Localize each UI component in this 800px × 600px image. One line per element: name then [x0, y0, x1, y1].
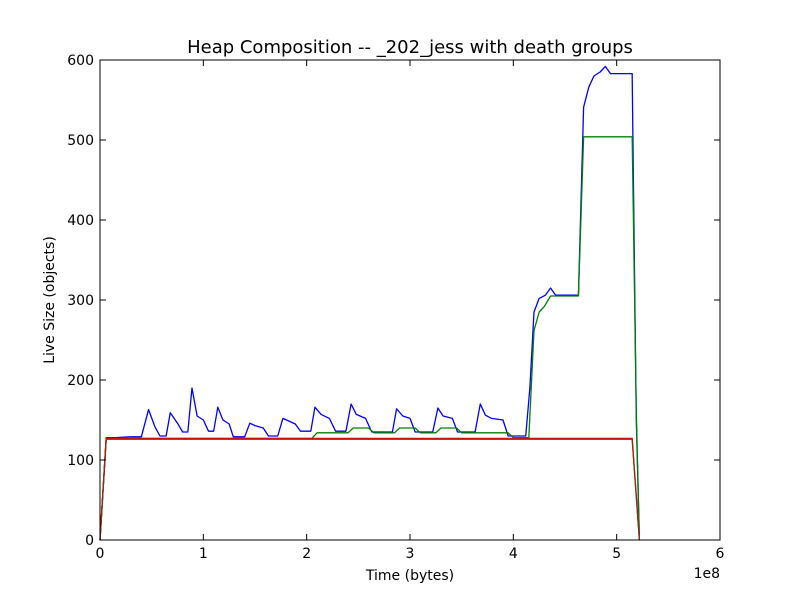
y-tick-label: 500 — [67, 133, 94, 149]
x-tick-label: 1 — [199, 546, 208, 562]
series-layer — [99, 65, 641, 541]
series-line-0 — [99, 65, 641, 541]
y-tick-label: 300 — [67, 293, 94, 309]
y-tick-label: 600 — [67, 53, 94, 69]
y-tick-label: 100 — [67, 453, 94, 469]
series-line-1 — [99, 136, 641, 541]
y-tick-label: 200 — [67, 373, 94, 389]
x-tick-label: 4 — [509, 546, 518, 562]
y-axis-label: Live Size (objects) — [42, 236, 58, 364]
x-tick-label: 3 — [406, 546, 415, 562]
x-axis-label: Time (bytes) — [365, 568, 454, 584]
y-tick-label: 400 — [67, 213, 94, 229]
chart-title: Heap Composition -- _202_jess with death… — [187, 37, 633, 58]
x-tick-label: 0 — [96, 546, 105, 562]
y-tick-label: 0 — [85, 533, 94, 549]
x-tick-label: 6 — [716, 546, 725, 562]
x-tick-label: 5 — [612, 546, 621, 562]
series-line-3 — [99, 438, 641, 541]
x-tick-label: 2 — [302, 546, 311, 562]
x-axis-offset-label: 1e8 — [694, 566, 720, 582]
ticks-layer: 0 1 2 3 4 5 6 0 100 200 300 400 500 600 — [67, 53, 724, 562]
plot-area — [100, 60, 720, 540]
